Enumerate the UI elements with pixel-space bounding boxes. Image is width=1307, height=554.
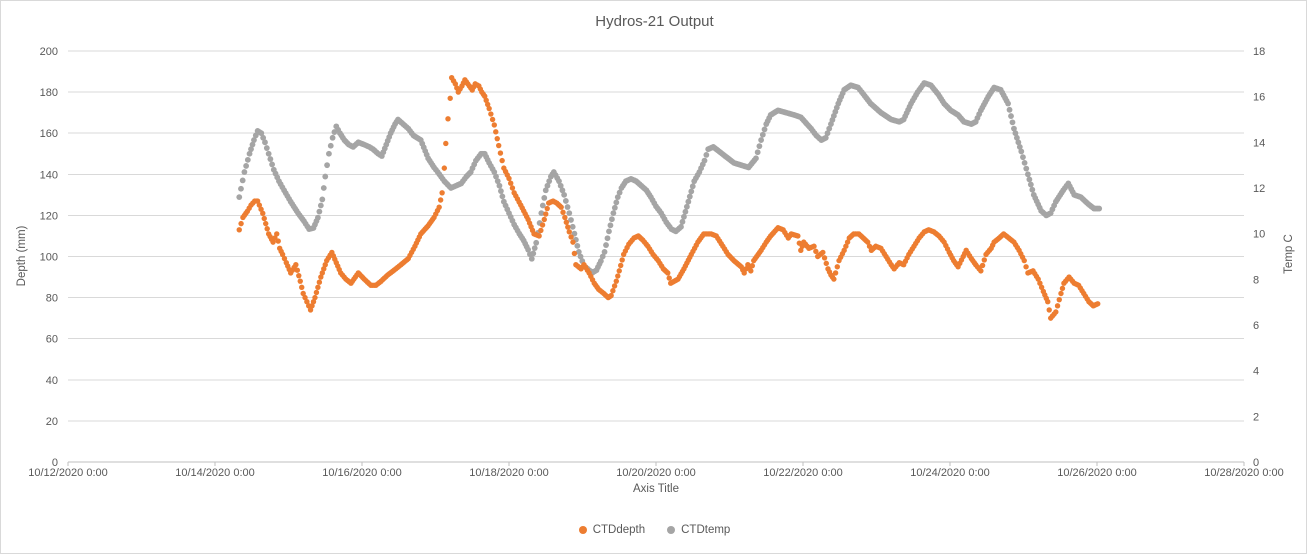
- chart-title: Hydros-21 Output: [595, 13, 714, 30]
- right-axis-tick-label: 16: [1253, 92, 1265, 104]
- left-axis-tick-labels: 0 20 40 60 80 100 120 140 160 180 200: [40, 46, 58, 469]
- right-axis-tick-labels: 0 2 4 6 8 10 12 14 16 18: [1253, 46, 1265, 469]
- right-axis-tick-label: 8: [1253, 274, 1259, 286]
- right-axis-tick-label: 6: [1253, 320, 1259, 332]
- x-axis-tick-label: 10/26/2020 0:00: [1057, 467, 1137, 479]
- legend-label-ctddepth: CTDdepth: [592, 524, 646, 536]
- x-axis-tick-label: 10/28/2020 0:00: [1204, 467, 1284, 479]
- legend-item-ctdtemp: CTDtemp: [667, 524, 730, 536]
- x-axis-tick-label: 10/14/2020 0:00: [175, 467, 255, 479]
- right-axis-title: Temp C: [1283, 234, 1295, 274]
- y-axis-tick-label: 120: [40, 210, 58, 222]
- x-axis-title: Axis Title: [632, 483, 679, 495]
- x-axis-tick-label: 10/24/2020 0:00: [910, 467, 990, 479]
- right-axis-tick-label: 14: [1253, 137, 1265, 149]
- x-axis-tick-labels: 10/12/2020 0:00 10/14/2020 0:00 10/16/2020…: [28, 462, 1284, 479]
- left-axis-title: Depth (mm): [16, 225, 28, 287]
- y-axis-tick-label: 160: [40, 128, 58, 140]
- series-ctddepth-points: [236, 75, 1101, 321]
- right-axis-tick-label: 4: [1253, 366, 1259, 378]
- x-axis-tick-label: 10/18/2020 0:00: [469, 467, 549, 479]
- y-axis-tick-label: 140: [40, 169, 58, 181]
- y-axis-tick-label: 200: [40, 46, 58, 58]
- y-axis-tick-label: 60: [46, 334, 58, 346]
- y-axis-tick-label: 0: [52, 457, 58, 469]
- x-axis-tick-label: 10/16/2020 0:00: [322, 467, 402, 479]
- right-axis-tick-label: 2: [1253, 411, 1259, 423]
- right-axis-tick-label: 10: [1253, 229, 1265, 241]
- right-axis-tick-label: 0: [1253, 457, 1259, 469]
- x-axis-tick-label: 10/12/2020 0:00: [28, 467, 108, 479]
- x-axis-tick-label: 10/22/2020 0:00: [763, 467, 843, 479]
- y-axis-tick-label: 180: [40, 87, 58, 99]
- legend: CTDdepth CTDtemp: [1, 524, 1306, 536]
- legend-item-ctddepth: CTDdepth: [578, 524, 646, 536]
- x-axis-tick-label: 10/20/2020 0:00: [616, 467, 696, 479]
- series-ctdtemp-points: [236, 80, 1103, 276]
- ctddepth-marker-icon: [578, 526, 587, 534]
- y-axis-tick-label: 40: [46, 375, 58, 387]
- y-axis-tick-label: 20: [46, 416, 58, 428]
- right-axis-tick-label: 18: [1253, 46, 1265, 58]
- y-axis-tick-label: 100: [40, 252, 58, 264]
- y-axis-tick-label: 80: [46, 293, 58, 305]
- legend-label-ctdtemp: CTDtemp: [681, 524, 731, 536]
- right-axis-tick-label: 12: [1253, 183, 1265, 195]
- ctdtemp-marker-icon: [667, 526, 676, 534]
